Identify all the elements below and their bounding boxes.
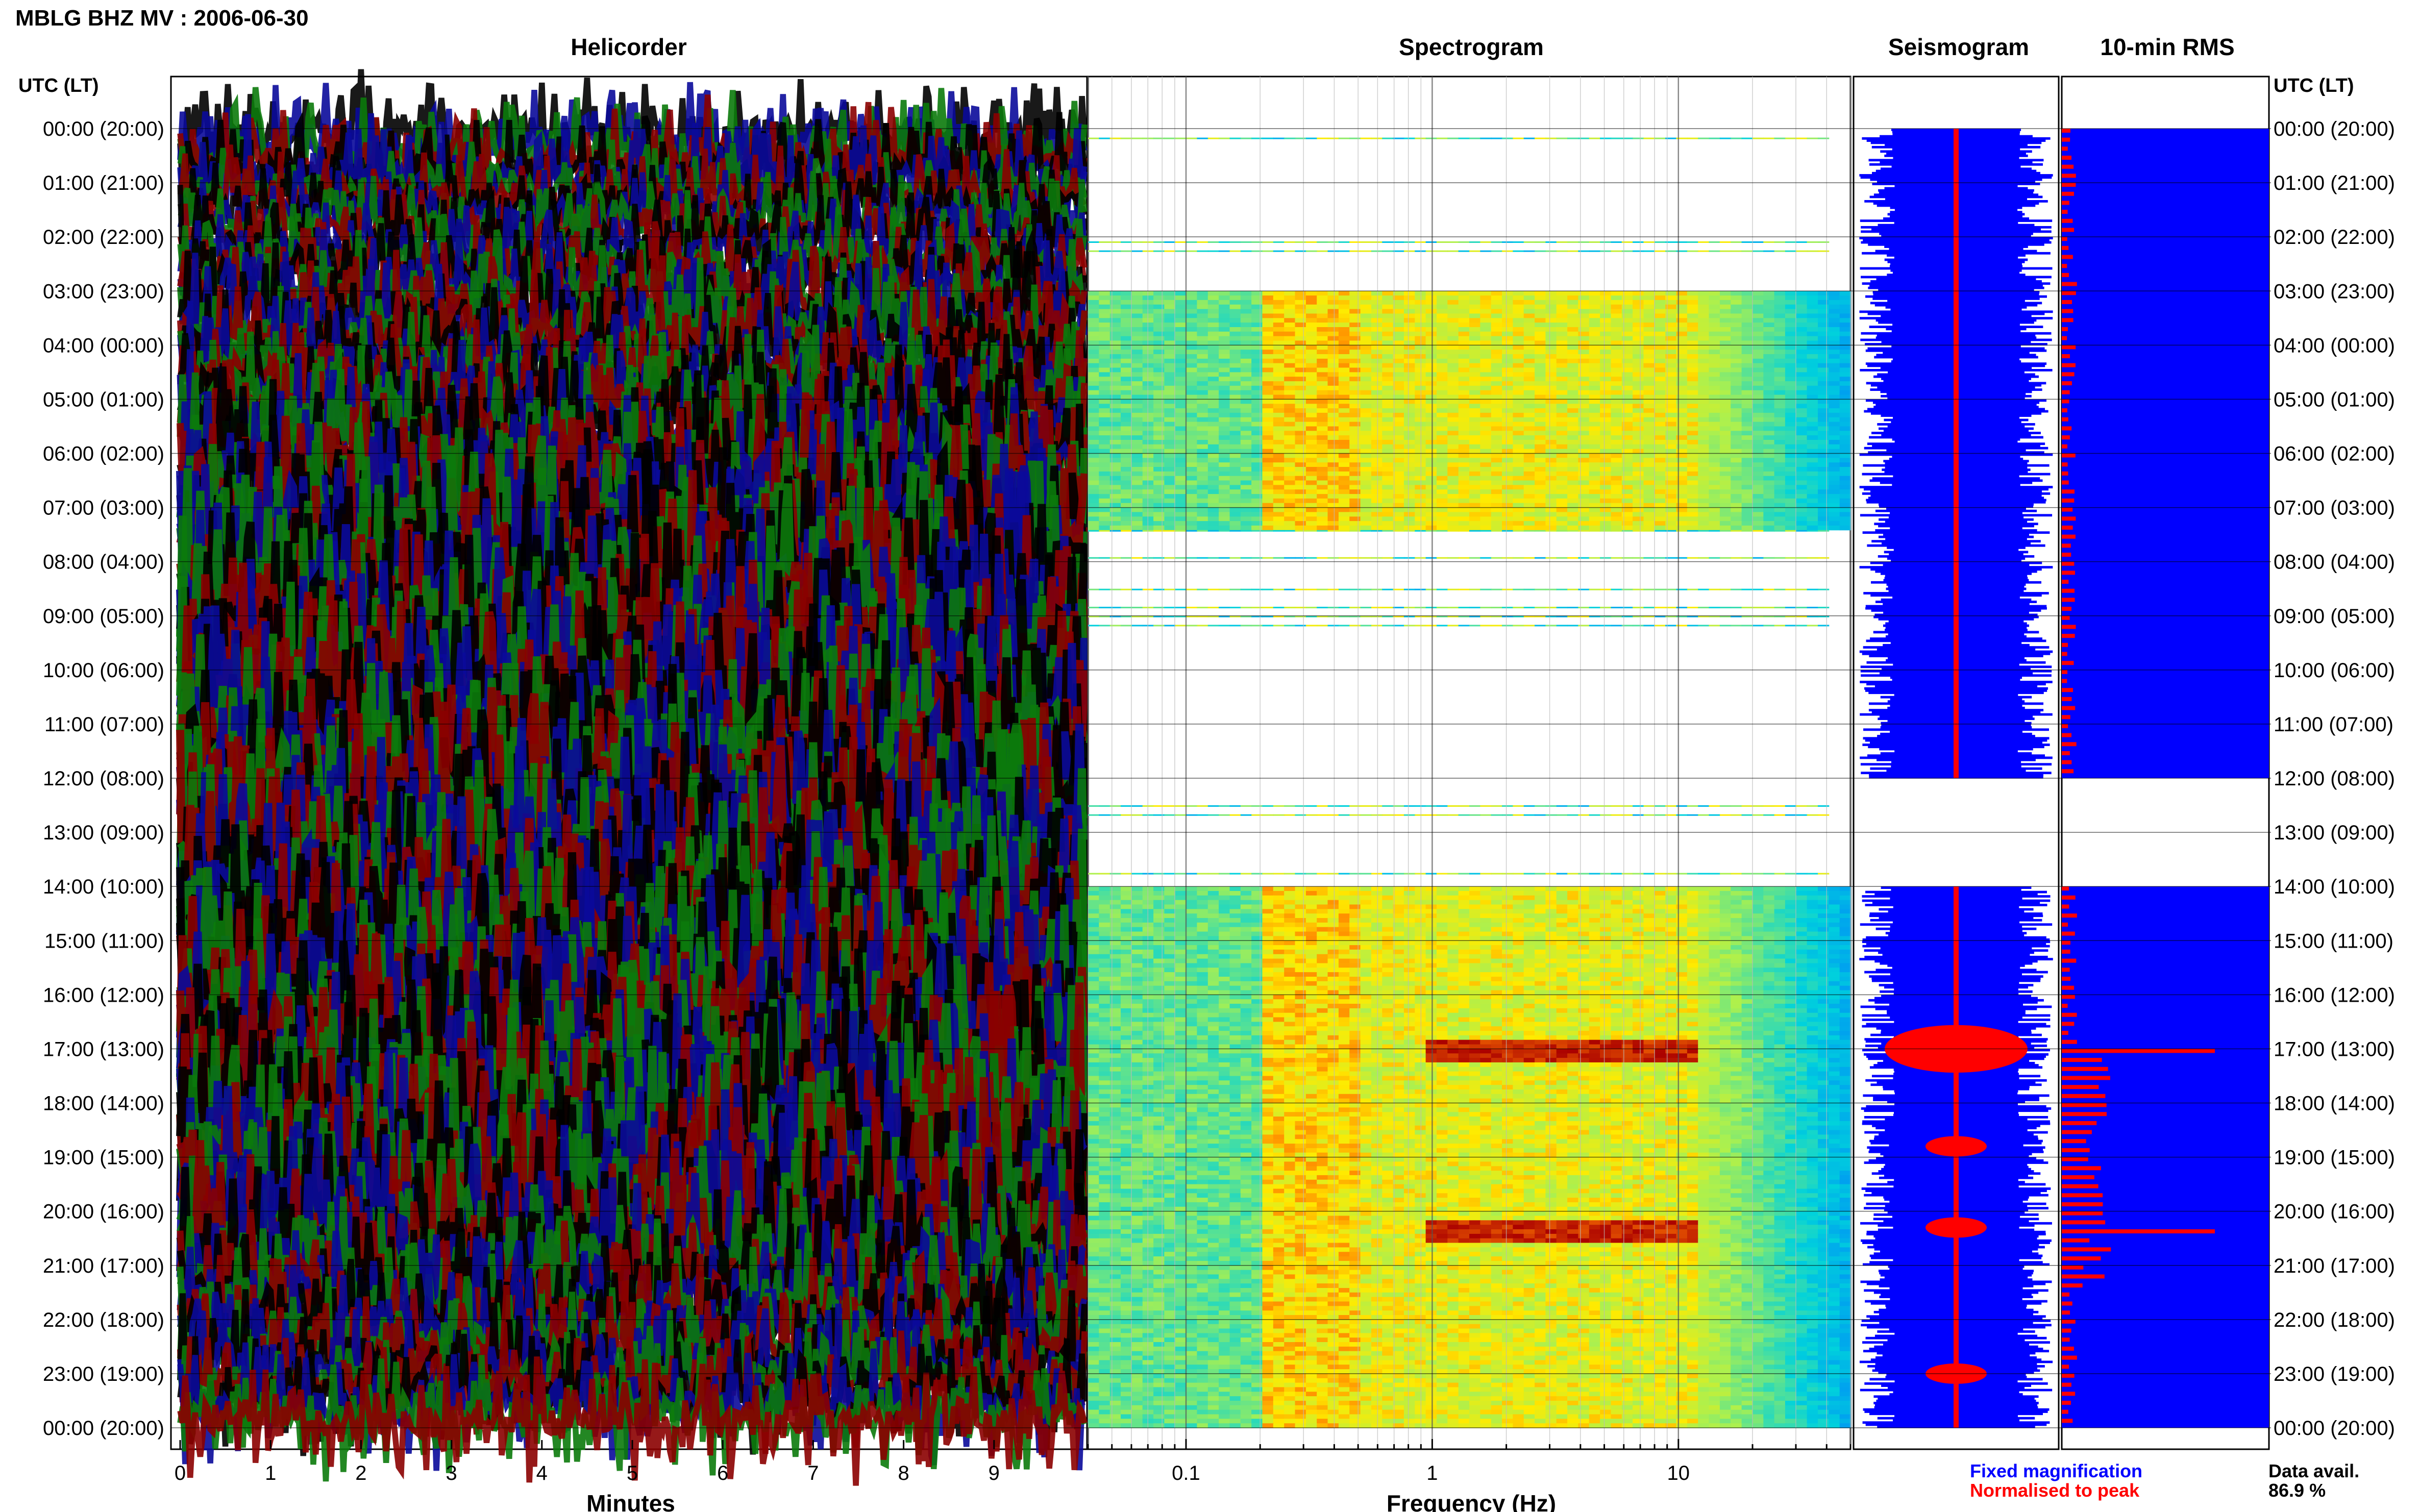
y-tick-label-left: 09:00 (05:00): [43, 605, 164, 628]
spectrogram-panel: [1087, 76, 1852, 1450]
y-tick-label-left: 23:00 (19:00): [43, 1363, 164, 1385]
helicorder-x-tick-label: 3: [446, 1462, 457, 1484]
y-tick-label-right: 00:00 (20:00): [2274, 1417, 2395, 1440]
y-tick-label-right: 14:00 (10:00): [2274, 876, 2395, 898]
y-tick-label-right: 20:00 (16:00): [2274, 1201, 2395, 1223]
data-availability-label: Data avail.: [2268, 1460, 2359, 1481]
data-availability-value: 86.9 %: [2268, 1480, 2326, 1501]
y-tick-label-left: 05:00 (01:00): [43, 388, 164, 411]
spectrogram-x-tick-label: 10: [1667, 1462, 1690, 1484]
y-tick-label-right: 07:00 (03:00): [2274, 497, 2395, 519]
y-tick-label-right: 09:00 (05:00): [2274, 605, 2395, 628]
y-tick-label-left: 06:00 (02:00): [43, 443, 164, 465]
helicorder-x-tick-label: 8: [898, 1462, 909, 1484]
y-tick-label-right: 15:00 (11:00): [2274, 930, 2393, 952]
spectrogram-title: Spectrogram: [1399, 34, 1544, 60]
helicorder-x-tick-label: 2: [355, 1462, 366, 1484]
y-tick-label-right: 18:00 (14:00): [2274, 1093, 2395, 1115]
y-tick-label-left: 04:00 (00:00): [43, 334, 164, 357]
legend-normalised-to-peak: Normalised to peak: [1970, 1480, 2140, 1501]
helicorder-trace: [176, 685, 1088, 892]
seismogram-title: Seismogram: [1888, 34, 2029, 60]
spectrogram-x-tick-label: 0.1: [1172, 1462, 1200, 1484]
y-tick-label-left: 13:00 (09:00): [43, 822, 164, 844]
y-tick-label-right: 23:00 (19:00): [2274, 1363, 2395, 1385]
left-axis-title: UTC (LT): [18, 75, 99, 96]
helicorder-x-tick-label: 0: [175, 1462, 186, 1484]
y-tick-label-left: 08:00 (04:00): [43, 551, 164, 574]
y-tick-label-left: 00:00 (20:00): [43, 118, 164, 140]
helicorder-trace: [177, 1356, 1088, 1486]
y-tick-label-right: 16:00 (12:00): [2274, 984, 2395, 1006]
helicorder-x-label: Minutes: [586, 1490, 675, 1512]
y-tick-label-right: 11:00 (07:00): [2274, 713, 2393, 736]
y-tick-label-left: 14:00 (10:00): [43, 876, 164, 898]
helicorder-x-tick-label: 9: [989, 1462, 1000, 1484]
y-tick-label-left: 11:00 (07:00): [44, 713, 164, 736]
y-tick-label-left: 22:00 (18:00): [43, 1309, 164, 1331]
y-tick-label-right: 05:00 (01:00): [2274, 388, 2395, 411]
y-tick-label-right: 22:00 (18:00): [2274, 1309, 2395, 1331]
y-tick-label-right: 08:00 (04:00): [2274, 551, 2395, 574]
y-tick-label-left: 19:00 (15:00): [43, 1147, 164, 1169]
y-tick-label-right: 13:00 (09:00): [2274, 822, 2395, 844]
spectrogram-x-tick-label: 1: [1426, 1462, 1438, 1484]
y-tick-label-left: 10:00 (06:00): [43, 659, 164, 682]
y-tick-label-right: 12:00 (08:00): [2274, 767, 2395, 790]
y-tick-label-left: 01:00 (21:00): [43, 172, 164, 194]
helicorder-title: Helicorder: [571, 34, 687, 60]
helicorder-x-tick-label: 4: [536, 1462, 548, 1484]
y-tick-label-left: 15:00 (11:00): [44, 930, 164, 952]
y-tick-label-left: 03:00 (23:00): [43, 280, 164, 303]
y-tick-label-right: 03:00 (23:00): [2274, 280, 2395, 303]
helicorder-x-tick-label: 1: [265, 1462, 276, 1484]
seismogram-panel: [1853, 76, 2060, 1450]
y-tick-label-right: 00:00 (20:00): [2274, 118, 2395, 140]
y-tick-label-right: 10:00 (06:00): [2274, 659, 2395, 682]
y-tick-label-left: 16:00 (12:00): [43, 984, 164, 1006]
page-title: MBLG BHZ MV : 2006-06-30: [15, 6, 309, 31]
y-tick-label-right: 01:00 (21:00): [2274, 172, 2395, 194]
y-tick-label-right: 19:00 (15:00): [2274, 1147, 2395, 1169]
helicorder-x-tick-label: 5: [627, 1462, 638, 1484]
helicorder-x-tick-label: 7: [807, 1462, 819, 1484]
y-tick-label-left: 07:00 (03:00): [43, 497, 164, 519]
y-tick-label-right: 04:00 (00:00): [2274, 334, 2395, 357]
helicorder-trace: [177, 1352, 1088, 1482]
y-tick-label-left: 21:00 (17:00): [43, 1255, 164, 1277]
spectrogram-x-axis: 0.1 1 10: [1087, 1439, 1852, 1484]
helicorder-trace: [177, 113, 1088, 240]
y-tick-label-right: 06:00 (02:00): [2274, 443, 2395, 465]
y-tick-label-right: 02:00 (22:00): [2274, 226, 2395, 249]
y-tick-label-right: 21:00 (17:00): [2274, 1255, 2395, 1277]
helicorder-x-axis: 0 1 2 3 4 5 6 7 8 9: [175, 1440, 1000, 1484]
right-axis-title: UTC (LT): [2274, 75, 2354, 96]
y-tick-label-left: 02:00 (22:00): [43, 226, 164, 249]
y-tick-label-left: 17:00 (13:00): [43, 1038, 164, 1060]
helicorder-x-tick-label: 6: [717, 1462, 728, 1484]
spectrogram-x-label: Frequency (Hz): [1387, 1490, 1556, 1512]
rms-title: 10-min RMS: [2100, 34, 2234, 60]
y-tick-labels-right: 00:00 (20:00) 01:00 (21:00) 02:00 (22:00) 0…: [2274, 118, 2395, 1440]
y-tick-label-left: 12:00 (08:00): [43, 767, 164, 790]
y-tick-label-left: 18:00 (14:00): [43, 1093, 164, 1115]
helicorder-panel: [170, 69, 1089, 1486]
y-tick-labels-left: 00:00 (20:00) 01:00 (21:00) 02:00 (22:00) 0…: [43, 118, 2271, 1440]
y-tick-label-left: 20:00 (16:00): [43, 1201, 164, 1223]
y-tick-label-right: 17:00 (13:00): [2274, 1038, 2395, 1060]
legend-fixed-magnification: Fixed magnification: [1970, 1460, 2142, 1481]
rms-panel: [2061, 76, 2270, 1450]
y-tick-label-left: 00:00 (20:00): [43, 1417, 164, 1440]
